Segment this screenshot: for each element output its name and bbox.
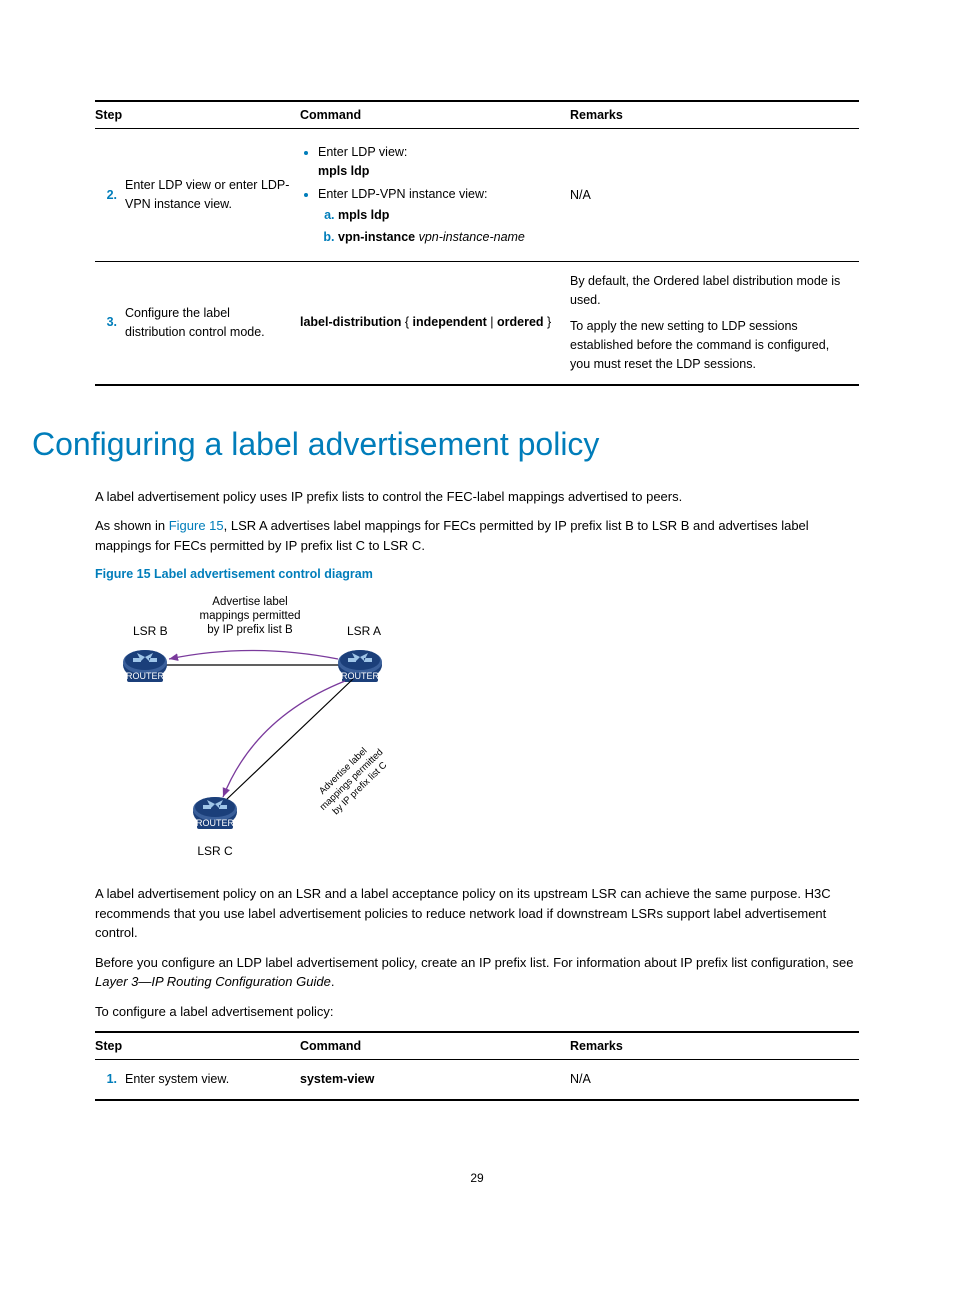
th-command: Command (300, 1032, 570, 1060)
cmd-arg: vpn-instance-name (415, 230, 525, 244)
ann-b-line2: mappings permitted (200, 610, 301, 622)
lsr-c-label: LSR C (197, 844, 233, 858)
cmd-bold: label-distribution (300, 315, 401, 329)
remarks-para: To apply the new setting to LDP sessions… (570, 317, 851, 373)
cmd-text: } (544, 315, 552, 329)
step-desc: Enter system view. (125, 1060, 300, 1100)
body-paragraph: A label advertisement policy on an LSR a… (95, 884, 859, 943)
cmd-bold: vpn-instance (338, 230, 415, 244)
step-number: 1. (95, 1060, 125, 1100)
th-command: Command (300, 101, 570, 129)
cmd-bold: mpls ldp (338, 208, 389, 222)
table-row: 1. Enter system view. system-view N/A (95, 1060, 859, 1100)
text: Before you configure an LDP label advert… (95, 955, 854, 970)
cmd-bold: mpls ldp (318, 164, 369, 178)
step-desc: Enter LDP view or enter LDP-VPN instance… (125, 129, 300, 262)
step-number: 2. (95, 129, 125, 262)
body-paragraph: To configure a label advertisement polic… (95, 1002, 859, 1022)
cmd-text: | (487, 315, 497, 329)
command-table-2: Step Command Remarks 1. Enter system vie… (95, 1031, 859, 1101)
router-text: ROUTER (341, 671, 380, 681)
router-text: ROUTER (126, 671, 165, 681)
body-paragraph: A label advertisement policy uses IP pre… (95, 487, 859, 507)
arrow-a-to-b (169, 651, 338, 660)
cmd-bold: independent (413, 315, 487, 329)
remarks-para: By default, the Ordered label distributi… (570, 272, 851, 310)
th-step: Step (95, 1032, 300, 1060)
command-cell: label-distribution { independent | order… (300, 261, 570, 384)
command-cell: system-view (300, 1060, 570, 1100)
cmd-bold: ordered (497, 315, 544, 329)
body-paragraph: Before you configure an LDP label advert… (95, 953, 859, 992)
figure-link[interactable]: Figure 15 (169, 518, 224, 533)
command-cell: Enter LDP view: mpls ldp Enter LDP-VPN i… (300, 129, 570, 262)
section-heading: Configuring a label advertisement policy (32, 426, 859, 463)
cmd-bold: system-view (300, 1072, 374, 1086)
table-row: 3. Configure the label distribution cont… (95, 261, 859, 384)
th-step: Step (95, 101, 300, 129)
th-remarks: Remarks (570, 1032, 859, 1060)
router-text: ROUTER (196, 818, 235, 828)
table-row: 2. Enter LDP view or enter LDP-VPN insta… (95, 129, 859, 262)
lsr-b-label: LSR B (133, 624, 168, 638)
ann-b-line3: by IP prefix list B (207, 624, 293, 636)
doc-reference: Layer 3—IP Routing Configuration Guide (95, 974, 331, 989)
remarks-cell: N/A (570, 129, 859, 262)
cmd-text: Enter LDP-VPN instance view: (318, 187, 488, 201)
body-paragraph: As shown in Figure 15, LSR A advertises … (95, 516, 859, 555)
step-desc: Configure the label distribution control… (125, 261, 300, 384)
step-number: 3. (95, 261, 125, 384)
page-container: Step Command Remarks 2. Enter LDP view o… (0, 0, 954, 1245)
diagram: Advertise label mappings permitted by IP… (95, 587, 859, 870)
figure-caption: Figure 15 Label advertisement control di… (95, 567, 859, 581)
lsr-a-label: LSR A (347, 624, 381, 638)
command-table-1: Step Command Remarks 2. Enter LDP view o… (95, 100, 859, 386)
remarks-cell: By default, the Ordered label distributi… (570, 261, 859, 384)
text: . (331, 974, 335, 989)
remarks-cell: N/A (570, 1060, 859, 1100)
cmd-text: { (401, 315, 412, 329)
ann-b-line1: Advertise label (212, 596, 287, 608)
page-number: 29 (95, 1171, 859, 1185)
th-remarks: Remarks (570, 101, 859, 129)
text: As shown in (95, 518, 169, 533)
cmd-text: Enter LDP view: (318, 145, 407, 159)
